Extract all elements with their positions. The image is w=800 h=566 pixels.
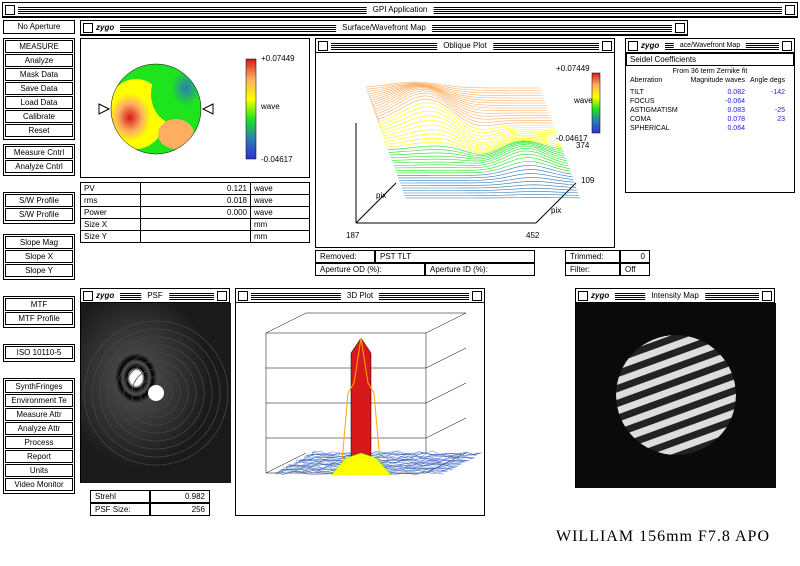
oblique-panel: Oblique Plot 187 452 109 pix pix 374 +0.… <box>315 38 615 248</box>
minimize-icon[interactable] <box>785 5 795 15</box>
shrink-icon[interactable] <box>762 291 772 301</box>
ob-x1: 187 <box>346 231 360 240</box>
plot3d-panel: 3D Plot <box>235 288 485 516</box>
button-slope-y[interactable]: Slope Y <box>5 264 73 277</box>
left-toolbar: MEASUREAnalyzeMask DataSave DataLoad Dat… <box>3 38 75 498</box>
wavefront-titlebar: zygo Surface/Wavefront Map <box>80 20 688 36</box>
button-analyze-attr[interactable]: Analyze Attr <box>5 422 73 435</box>
aperture-selector[interactable]: No Aperture <box>3 20 75 34</box>
intensity-panel: zygo Intensity Map <box>575 288 775 488</box>
ob-pix2: pix <box>376 191 386 200</box>
button-s/w-profile[interactable]: S/W Profile <box>5 208 73 221</box>
ob-zmax: +0.07449 <box>556 64 590 73</box>
shrink-icon[interactable] <box>217 291 227 301</box>
button-synthfringes[interactable]: SynthFringes <box>5 380 73 393</box>
button-environment-te[interactable]: Environment Te <box>5 394 73 407</box>
ob-y2: 109 <box>581 176 595 185</box>
button-s/w-profile[interactable]: S/W Profile <box>5 194 73 207</box>
ob-zmin: -0.04617 <box>556 134 588 143</box>
psf-panel: zygo PSF <box>80 288 230 483</box>
button-slope-mag[interactable]: Slope Mag <box>5 236 73 249</box>
button-iso-10110-5[interactable]: ISO 10110-5 <box>5 346 73 359</box>
close-icon[interactable] <box>578 291 588 301</box>
app-title: GPI Application <box>367 5 434 14</box>
seidel-panel: zygo ace/Wavefront Map Seidel Coefficien… <box>625 38 795 193</box>
button-reset[interactable]: Reset <box>5 124 73 137</box>
button-calibrate[interactable]: Calibrate <box>5 110 73 123</box>
wavefront-panel: +0.07449 wave -0.04617 <box>80 38 310 178</box>
button-video-monitor[interactable]: Video Monitor <box>5 478 73 491</box>
button-mtf[interactable]: MTF <box>5 298 73 311</box>
button-process[interactable]: Process <box>5 436 73 449</box>
shrink-icon[interactable] <box>472 291 482 301</box>
button-load-data[interactable]: Load Data <box>5 96 73 109</box>
close-icon[interactable] <box>628 41 638 51</box>
scale-max: +0.07449 <box>261 54 295 63</box>
sysmenu-icon[interactable] <box>5 5 15 15</box>
button-analyze-cntrl[interactable]: Analyze Cntrl <box>5 160 73 173</box>
stats-table: PV0.121waverms0.018wavePower0.000waveSiz… <box>80 182 310 243</box>
close-icon[interactable] <box>318 41 328 51</box>
shrink-icon[interactable] <box>782 41 792 51</box>
button-slope-x[interactable]: Slope X <box>5 250 73 263</box>
button-mask-data[interactable]: Mask Data <box>5 68 73 81</box>
psf-stats: Strehl0.982 PSF Size:256 <box>90 490 220 516</box>
close-icon[interactable] <box>83 23 93 33</box>
close-icon[interactable] <box>238 291 248 301</box>
ob-x2: 452 <box>526 231 540 240</box>
close-icon[interactable] <box>83 291 93 301</box>
button-save-data[interactable]: Save Data <box>5 82 73 95</box>
button-report[interactable]: Report <box>5 450 73 463</box>
shrink-icon[interactable] <box>602 41 612 51</box>
scale-min: -0.04617 <box>261 155 293 164</box>
button-measure-attr[interactable]: Measure Attr <box>5 408 73 421</box>
shrink-icon[interactable] <box>675 23 685 33</box>
button-analyze[interactable]: Analyze <box>5 54 73 67</box>
app-titlebar: GPI Application <box>2 2 798 18</box>
button-measure[interactable]: MEASURE <box>5 40 73 53</box>
footer-label: WILLIAM 156mm F7.8 APO <box>556 528 770 546</box>
ob-pix1: pix <box>551 206 561 215</box>
button-mtf-profile[interactable]: MTF Profile <box>5 312 73 325</box>
button-measure-cntrl[interactable]: Measure Cntrl <box>5 146 73 159</box>
ob-zunit: wave <box>573 96 593 105</box>
scale-unit: wave <box>260 102 280 111</box>
button-units[interactable]: Units <box>5 464 73 477</box>
info-rows: Removed: PST TLT Trimmed: 0 Aperture OD … <box>315 250 650 276</box>
